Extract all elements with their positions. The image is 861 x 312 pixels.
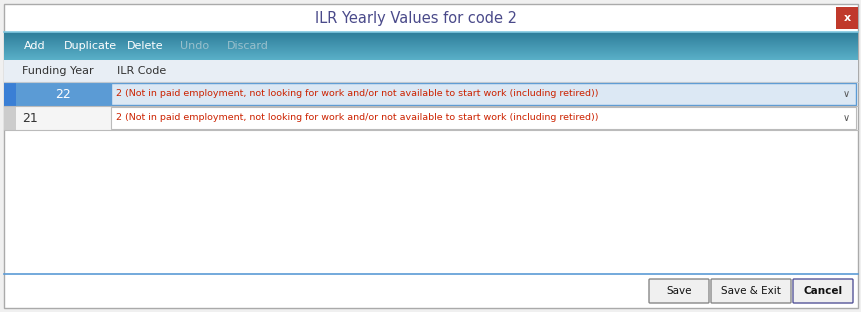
Text: x: x bbox=[842, 13, 850, 23]
Text: Add: Add bbox=[24, 41, 46, 51]
Bar bbox=[111, 107, 855, 129]
Bar bbox=[4, 106, 16, 130]
Text: Discard: Discard bbox=[226, 41, 269, 51]
Bar bbox=[111, 83, 855, 105]
FancyBboxPatch shape bbox=[710, 279, 790, 303]
Text: ∨: ∨ bbox=[841, 113, 849, 123]
Text: 2 (Not in paid employment, not looking for work and/or not available to start wo: 2 (Not in paid employment, not looking f… bbox=[116, 90, 598, 99]
Text: ∨: ∨ bbox=[841, 89, 849, 99]
Bar bbox=[835, 7, 857, 29]
Text: ILR Code: ILR Code bbox=[117, 66, 166, 76]
Text: Save: Save bbox=[666, 286, 691, 296]
Text: 2 (Not in paid employment, not looking for work and/or not available to start wo: 2 (Not in paid employment, not looking f… bbox=[116, 114, 598, 123]
Text: Undo: Undo bbox=[180, 41, 209, 51]
Text: Funding Year: Funding Year bbox=[22, 66, 94, 76]
Bar bbox=[4, 82, 16, 106]
Bar bbox=[16, 82, 111, 106]
FancyBboxPatch shape bbox=[648, 279, 709, 303]
Text: Cancel: Cancel bbox=[802, 286, 841, 296]
Text: Duplicate: Duplicate bbox=[64, 41, 116, 51]
Bar bbox=[16, 106, 111, 130]
Text: 22: 22 bbox=[56, 87, 71, 100]
Text: ILR Yearly Values for code 2: ILR Yearly Values for code 2 bbox=[314, 11, 517, 26]
Bar bbox=[4, 60, 857, 82]
Text: 21: 21 bbox=[22, 111, 38, 124]
Text: Save & Exit: Save & Exit bbox=[720, 286, 780, 296]
Text: Delete: Delete bbox=[127, 41, 163, 51]
FancyBboxPatch shape bbox=[792, 279, 852, 303]
